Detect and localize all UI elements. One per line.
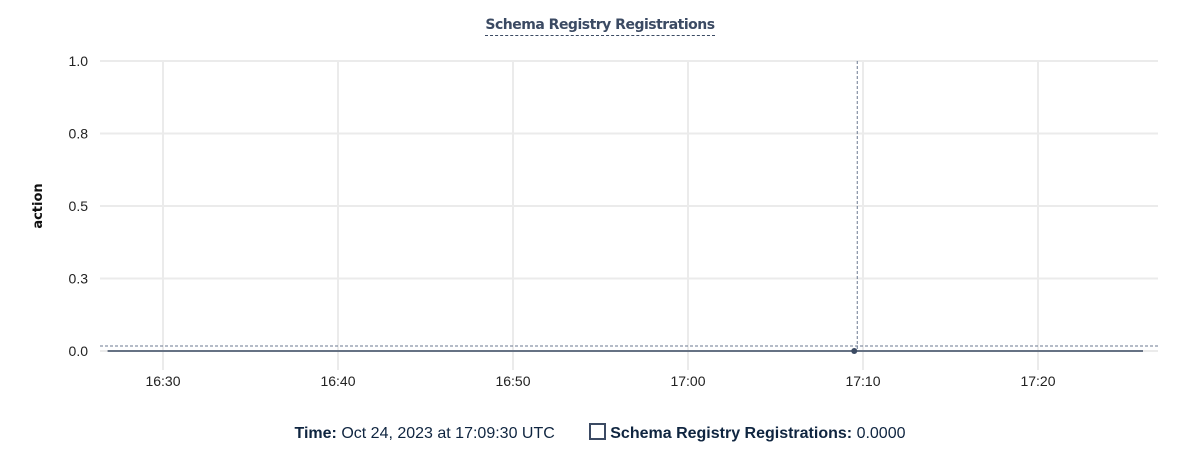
y-tick-label: 1.0 [69, 53, 89, 69]
series-value: 0.0000 [856, 425, 906, 442]
y-tick-label: 0.3 [69, 271, 89, 287]
y-tick-label: 0.5 [69, 198, 89, 214]
x-tick-label: 16:50 [495, 373, 530, 389]
y-tick-label: 0.0 [69, 343, 89, 359]
hover-legend: Time: Oct 24, 2023 at 17:09:30 UTC Schem… [0, 423, 1200, 443]
x-tick-label: 16:30 [145, 373, 180, 389]
x-tick-label: 17:10 [845, 373, 880, 389]
time-value: Oct 24, 2023 at 17:09:30 UTC [341, 425, 555, 442]
y-axis-label: action [31, 183, 46, 228]
series-label: Schema Registry Registrations: [610, 425, 853, 442]
x-tick-label: 16:40 [320, 373, 355, 389]
x-tick-label: 17:20 [1020, 373, 1055, 389]
chart-title[interactable]: Schema Registry Registrations [485, 17, 715, 36]
series-toggle-checkbox[interactable] [589, 423, 607, 440]
hover-point [851, 348, 858, 354]
x-tick-label: 17:00 [670, 373, 705, 389]
chart-svg[interactable]: 0.0 0.3 0.5 0.8 1.0 16:30 16:40 16:50 17:00 17:10… [0, 0, 1200, 410]
time-label: Time: [294, 425, 337, 442]
chart-title-wrap: Schema Registry Registrations [0, 16, 1200, 36]
y-tick-label: 0.8 [69, 126, 89, 142]
